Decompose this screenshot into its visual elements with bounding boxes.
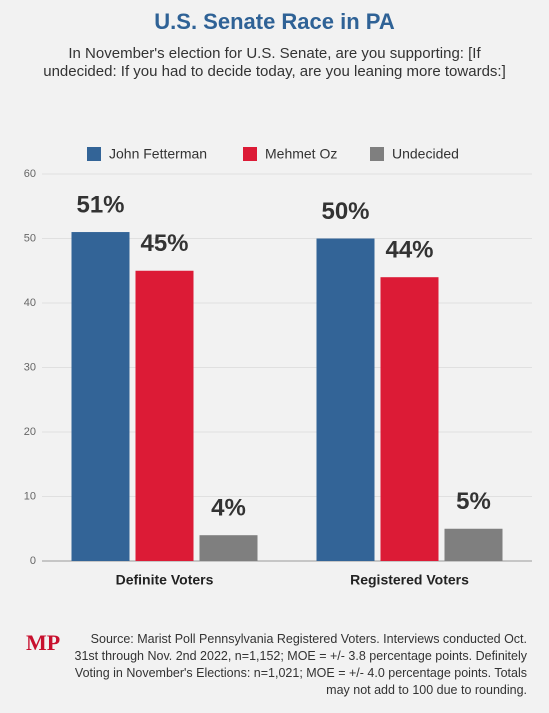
value-label: 51% <box>76 191 124 218</box>
bar <box>380 277 439 561</box>
value-label: 44% <box>385 237 433 264</box>
y-tick-label: 50 <box>24 232 36 244</box>
y-tick-label: 40 <box>24 297 36 309</box>
value-label: 4% <box>211 495 246 522</box>
value-label: 45% <box>140 230 188 257</box>
bar <box>316 238 375 561</box>
legend-label: Undecided <box>392 146 459 162</box>
x-tick-label: Definite Voters <box>116 572 214 588</box>
legend-swatch <box>243 147 257 161</box>
legend-label: Mehmet Oz <box>265 146 337 162</box>
y-tick-label: 30 <box>24 361 36 373</box>
logo: MP <box>26 630 61 655</box>
legend-label: John Fetterman <box>109 146 207 162</box>
chart-title: U.S. Senate Race in PA <box>154 9 395 34</box>
legend-swatch <box>87 147 101 161</box>
y-tick-label: 60 <box>24 168 36 180</box>
bar <box>199 535 258 561</box>
chart-subtitle: In November's election for U.S. Senate, … <box>43 45 506 80</box>
value-label: 5% <box>456 488 491 515</box>
y-tick-label: 20 <box>24 426 36 438</box>
y-tick-label: 10 <box>24 490 36 502</box>
bar <box>444 528 503 561</box>
x-tick-label: Registered Voters <box>350 572 469 588</box>
y-tick-label: 0 <box>30 555 36 567</box>
bar <box>135 270 194 561</box>
bar <box>71 232 130 562</box>
source-note: Source: Marist Poll Pennsylvania Registe… <box>74 632 527 697</box>
legend-swatch <box>370 147 384 161</box>
value-label: 50% <box>321 198 369 225</box>
